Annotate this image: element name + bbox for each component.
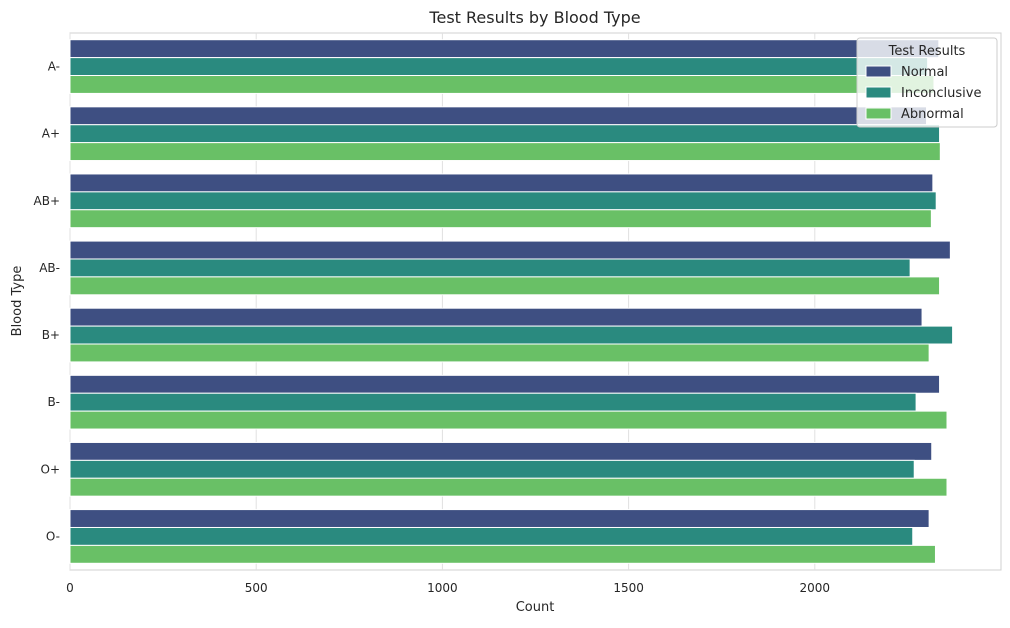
y-tick-label: A+ [42,127,60,141]
chart-title: Test Results by Blood Type [428,8,640,27]
bar-abnormal [69,477,948,497]
legend-box [856,37,998,128]
legend-label: Abnormal [901,107,964,122]
bar-inconclusive [69,459,915,479]
y-tick-label: B+ [42,328,60,342]
bar-normal [69,240,951,260]
bar-abnormal [69,410,948,430]
bar-inconclusive [69,191,937,211]
bar-normal [69,441,933,461]
legend: Test Results Normal Inconclusive Abnormal [856,37,998,128]
legend-title: Test Results [888,44,966,59]
bar-inconclusive [69,526,914,546]
bar-abnormal [69,343,930,363]
bar-abnormal [69,75,935,94]
bar-inconclusive [69,325,954,345]
bar-normal [69,39,940,59]
x-tick-label: 1000 [427,581,458,595]
bar-normal [69,307,923,327]
bar-abnormal [69,544,936,564]
legend-label: Inconclusive [901,86,982,101]
y-tick-label: B- [47,395,60,409]
x-tick-label: 2000 [800,581,831,595]
legend-swatch [865,65,892,78]
bar-inconclusive [69,258,911,278]
x-tick-label: 500 [245,581,268,595]
legend-swatch [865,107,892,120]
legend-items: Normal Inconclusive Abnormal [865,65,982,122]
y-tick-label: A- [48,60,60,74]
bar-inconclusive [69,392,917,412]
bar-abnormal [69,142,941,162]
y-tick-label: O+ [41,462,61,476]
x-axis: 0 500 1000 1500 2000 [66,581,830,595]
bar-abnormal [69,276,941,296]
x-tick-label: 1500 [613,581,644,595]
y-tick-label: O- [46,529,60,543]
bar-normal [69,509,930,528]
legend-swatch [865,86,892,99]
bar-inconclusive [69,124,941,144]
bars [69,39,954,564]
bar-normal [69,374,941,394]
x-tick-label: 0 [66,581,74,595]
y-axis: A- A+ AB+ AB- B+ B- O+ O- [34,60,61,544]
x-axis-label: Count [516,600,555,615]
y-tick-label: AB- [39,261,60,275]
bar-abnormal [69,209,932,229]
legend-label: Normal [901,65,948,80]
bar-inconclusive [69,57,929,77]
y-axis-label: Blood Type [10,266,25,337]
bar-normal [69,106,928,126]
bar-normal [69,173,934,193]
y-tick-label: AB+ [34,194,61,208]
